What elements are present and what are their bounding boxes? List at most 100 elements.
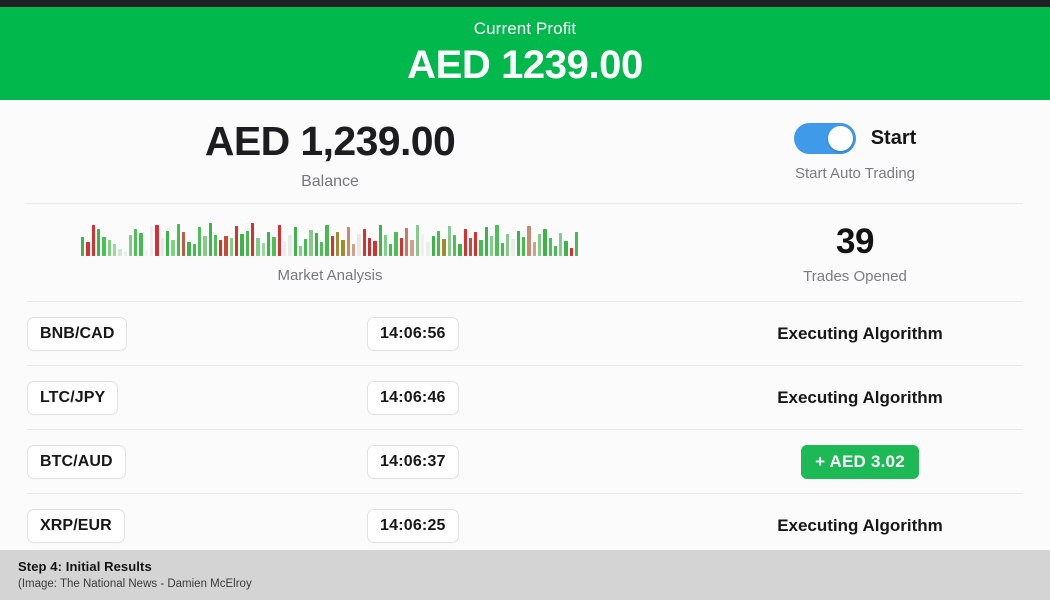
- market-bar: [107, 240, 111, 256]
- table-row[interactable]: BNB/CAD 14:06:56 Executing Algorithm: [0, 302, 1050, 365]
- market-bar: [341, 239, 345, 256]
- market-bar: [219, 240, 223, 256]
- market-bar: [405, 228, 409, 256]
- market-bar: [155, 224, 159, 256]
- market-analysis-label: Market Analysis: [277, 267, 383, 284]
- balance-toggle-row: AED 1,239.00 Balance Start Start Auto Tr…: [0, 100, 1050, 203]
- market-bar: [224, 235, 228, 256]
- trade-pair-pill[interactable]: BNB/CAD: [27, 316, 128, 351]
- table-row[interactable]: LTC/JPY 14:06:46 Executing Algorithm: [0, 366, 1050, 429]
- market-bar: [118, 249, 122, 256]
- market-bar: [373, 241, 377, 256]
- market-bar: [527, 226, 531, 256]
- trades-opened-label: Trades Opened: [803, 267, 907, 285]
- market-bar: [112, 244, 117, 256]
- market-bar: [288, 234, 292, 256]
- divider: [27, 493, 1023, 494]
- market-bar: [128, 234, 133, 256]
- balance-label: Balance: [301, 172, 359, 190]
- toggle-knob-icon: [827, 125, 853, 151]
- divider: [27, 365, 1023, 366]
- market-bar: [431, 236, 435, 256]
- market-bar: [484, 227, 489, 256]
- market-bar: [351, 244, 356, 256]
- divider: [27, 203, 1023, 204]
- market-bar: [394, 232, 398, 256]
- market-bar: [96, 229, 101, 256]
- market-bar: [320, 242, 324, 256]
- market-bar: [166, 230, 170, 256]
- market-bar: [192, 243, 196, 256]
- auto-trading-toggle[interactable]: [793, 122, 856, 154]
- market-bar: [506, 233, 510, 256]
- trade-time-cell: 14:06:37: [367, 444, 697, 479]
- trade-pair-pill[interactable]: LTC/JPY: [27, 380, 119, 415]
- market-bar: [304, 239, 308, 256]
- status-text: Executing Algorithm: [777, 323, 943, 343]
- market-bar: [272, 236, 276, 256]
- market-bar: [436, 230, 441, 256]
- market-bar: [474, 232, 478, 256]
- market-bar: [203, 236, 207, 256]
- market-bar: [123, 251, 127, 256]
- market-bar: [421, 233, 425, 256]
- market-bar: [553, 245, 558, 256]
- table-row[interactable]: XRP/EUR 14:06:25 Executing Algorithm: [0, 494, 1050, 557]
- auto-trading-title: Start: [870, 127, 917, 149]
- market-bar: [378, 225, 382, 256]
- market-bar: [537, 234, 542, 256]
- market-bar: [521, 236, 526, 256]
- status-text: Executing Algorithm: [777, 515, 943, 535]
- market-bar: [139, 232, 143, 256]
- trade-time-pill: 14:06:46: [367, 380, 459, 415]
- top-black-bar: [0, 0, 1050, 7]
- trade-time-cell: 14:06:46: [367, 380, 697, 415]
- trade-pair-pill[interactable]: BTC/AUD: [27, 444, 126, 479]
- market-bar: [500, 243, 504, 256]
- market-analysis-chart: [81, 222, 579, 256]
- auto-trading-block: Start Start Auto Trading: [660, 100, 1050, 203]
- market-bar: [357, 234, 361, 256]
- market-bar: [176, 223, 180, 256]
- trade-pair-cell: BTC/AUD: [27, 444, 367, 479]
- market-bar: [479, 240, 483, 256]
- market-bar: [261, 243, 265, 256]
- divider: [27, 429, 1023, 430]
- market-bar: [102, 236, 106, 256]
- table-row[interactable]: BTC/AUD 14:06:37 + AED 3.02: [0, 430, 1050, 493]
- market-bar: [309, 230, 313, 256]
- market-bar: [91, 224, 95, 256]
- market-bar: [160, 238, 164, 256]
- market-analysis-block: Market Analysis: [0, 204, 660, 301]
- market-bar: [336, 231, 340, 256]
- market-bar: [245, 230, 249, 256]
- balance-block: AED 1,239.00 Balance: [0, 100, 660, 203]
- trade-status-cell: Executing Algorithm: [697, 516, 1023, 536]
- market-bar: [532, 241, 536, 256]
- market-bar: [144, 251, 149, 256]
- market-bar: [293, 226, 297, 256]
- trade-time-pill: 14:06:25: [367, 508, 459, 543]
- trade-pair-cell: XRP/EUR: [27, 508, 367, 543]
- market-bar: [569, 247, 574, 256]
- trades-opened-count: 39: [836, 221, 874, 261]
- trade-pair-pill[interactable]: XRP/EUR: [27, 508, 125, 543]
- trade-time-pill: 14:06:37: [367, 444, 459, 479]
- market-bar: [181, 232, 186, 256]
- market-bar: [389, 243, 393, 256]
- market-bar: [447, 226, 451, 256]
- trade-time-cell: 14:06:56: [367, 316, 697, 351]
- status-text: Executing Algorithm: [777, 387, 943, 407]
- market-bar: [134, 228, 138, 256]
- market-bar: [298, 245, 303, 256]
- market-bar: [266, 231, 271, 256]
- market-bar: [346, 226, 350, 256]
- current-profit-value: AED 1239.00: [407, 43, 643, 87]
- market-bar: [282, 241, 287, 256]
- current-profit-header: Current Profit AED 1239.00: [0, 7, 1050, 100]
- trade-status-cell: Executing Algorithm: [697, 388, 1023, 408]
- trading-panel: AED 1,239.00 Balance Start Start Auto Tr…: [0, 100, 1050, 550]
- market-bar: [463, 229, 467, 256]
- market-bar: [548, 238, 552, 256]
- market-bar: [187, 242, 191, 256]
